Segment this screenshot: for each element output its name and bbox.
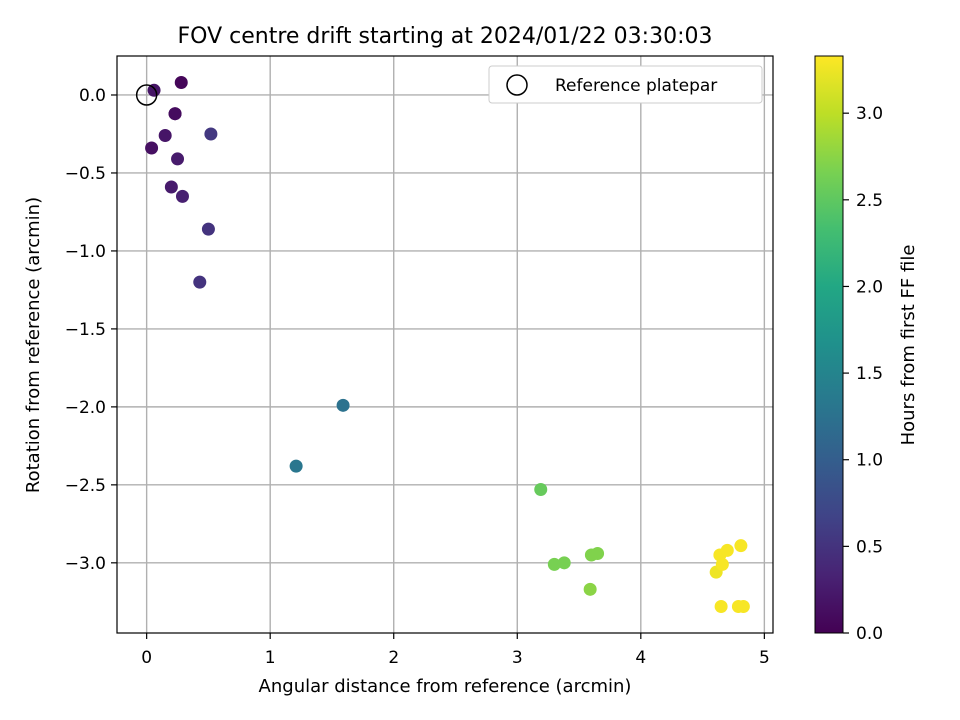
y-tick-label: 0.0 [79, 86, 106, 106]
scatter-point [158, 129, 172, 143]
y-axis-ticks: 0.0 −0.5 −1.0 −1.5 −2.0 −2.5 −3.0 [65, 86, 117, 574]
colorbar-tick-label: 3.0 [856, 104, 883, 124]
scatter-point [164, 180, 178, 194]
x-tick-label: 4 [635, 648, 646, 668]
x-tick-label: 2 [388, 648, 399, 668]
y-tick-label: −0.5 [65, 164, 106, 184]
reference-marker [135, 84, 158, 106]
chart-title: FOV centre drift starting at 2024/01/22 … [178, 24, 713, 49]
scatter-point [204, 127, 218, 141]
plot-frame [116, 55, 774, 634]
legend: Reference platepar [488, 65, 763, 104]
y-tick-label: −1.5 [65, 320, 106, 340]
scatter-point [720, 543, 734, 557]
colorbar-tick-label: 0.0 [856, 624, 883, 644]
colorbar-tick-label: 2.5 [856, 191, 883, 211]
scatter-point [171, 152, 185, 166]
scatter-point [174, 76, 188, 90]
grid-lines [117, 56, 773, 633]
colorbar-tick-label: 0.5 [856, 537, 883, 557]
x-tick-label: 0 [141, 648, 152, 668]
scatter-point [714, 599, 728, 613]
x-tick-label: 3 [512, 648, 523, 668]
legend-box [488, 65, 763, 104]
scatter-point [145, 141, 159, 155]
y-tick-label: −1.0 [65, 242, 106, 262]
scatter-point [147, 83, 161, 97]
x-tick-label: 5 [759, 648, 770, 668]
x-tick-label: 1 [265, 648, 276, 668]
y-axis-label: Rotation from reference (arcmin) [23, 197, 44, 493]
scatter-point [734, 539, 748, 553]
data-points [145, 76, 750, 613]
colorbar-tick-label: 1.5 [856, 364, 883, 384]
scatter-point [736, 599, 750, 613]
colorbar-tick-label: 2.0 [856, 277, 883, 297]
legend-marker [506, 74, 528, 96]
y-tick-label: −3.0 [65, 554, 106, 574]
scatter-point [336, 398, 350, 412]
y-tick-label: −2.5 [65, 476, 106, 496]
scatter-point [175, 189, 189, 203]
colorbar-tick-label: 1.0 [856, 451, 883, 471]
scatter-point [583, 582, 597, 596]
x-axis-label: Angular distance from reference (arcmin) [259, 676, 632, 697]
scatter-point [715, 557, 729, 571]
scatter-point [201, 222, 215, 236]
colorbar-ticks: 0.0 0.5 1.0 1.5 2.0 2.5 3.0 [843, 104, 883, 644]
scatter-point [591, 546, 605, 560]
colorbar [814, 55, 844, 634]
x-axis-ticks: 0 1 2 3 4 5 [141, 633, 770, 668]
scatter-point [193, 275, 207, 289]
scatter-point [289, 459, 303, 473]
scatter-point [547, 557, 561, 571]
scatter-point [534, 483, 548, 497]
scatter-point [168, 107, 182, 121]
scatter-point [557, 556, 571, 570]
legend-label: Reference platepar [555, 76, 717, 96]
colorbar-label: Hours from first FF file [898, 245, 919, 446]
y-tick-label: −2.0 [65, 398, 106, 418]
